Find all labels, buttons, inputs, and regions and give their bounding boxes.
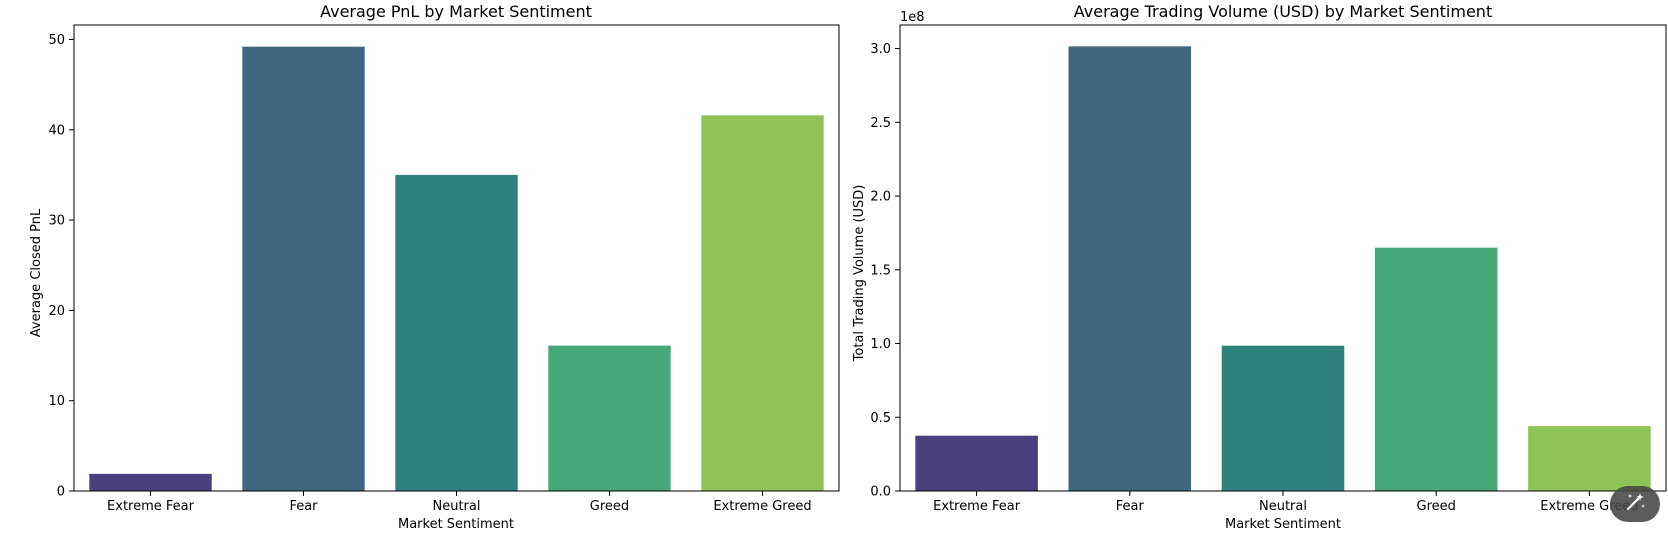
bar-fear: [242, 46, 365, 492]
x-tick-label: Fear: [289, 499, 318, 514]
bars: [915, 46, 1651, 492]
y-tick-label: 1.0: [870, 337, 891, 352]
bar-extreme-greed: [701, 115, 824, 492]
y-tick-label: 2.0: [870, 190, 891, 205]
bar-extreme-fear: [89, 473, 212, 491]
chart-title: Average Trading Volume (USD) by Market S…: [1074, 2, 1492, 21]
x-tick-label: Greed: [590, 499, 629, 514]
bars: [89, 46, 824, 492]
magic-wand-button[interactable]: [1610, 486, 1660, 522]
y-ticks: 0 10 20 30 40 50: [48, 33, 74, 500]
x-axis-label: Market Sentiment: [1225, 517, 1341, 532]
x-ticks: Extreme Fear Fear Neutral Greed Extreme Gree…: [933, 491, 1639, 514]
magic-wand-icon: [1624, 491, 1646, 517]
bar-greed: [548, 345, 671, 491]
y-tick-label: 0: [57, 485, 65, 500]
bar-neutral: [1221, 345, 1345, 491]
x-ticks: Extreme Fear Fear Neutral Greed Extreme Gree…: [107, 491, 812, 514]
x-tick-label: Extreme Fear: [933, 499, 1021, 514]
bar-greed: [1374, 247, 1498, 491]
y-tick-label: 30: [48, 214, 65, 229]
y-axis-label: Total Trading Volume (USD): [852, 185, 867, 363]
y-tick-label: 0.0: [870, 485, 891, 500]
chart-title: Average PnL by Market Sentiment: [320, 2, 592, 21]
axis-offset-label: 1e8: [900, 10, 925, 25]
bar-extreme-fear: [915, 435, 1038, 491]
y-axis-label: Average Closed PnL: [29, 208, 44, 337]
y-ticks: 0.0 0.5 1.0 1.5 2.0 2.5 3.0: [870, 42, 900, 500]
chart-volume: Average Trading Volume (USD) by Market S…: [852, 2, 1667, 532]
y-tick-label: 20: [48, 304, 65, 319]
x-tick-label: Extreme Fear: [107, 499, 195, 514]
x-axis-label: Market Sentiment: [398, 517, 514, 532]
x-tick-label: Extreme Greed: [713, 499, 811, 514]
x-tick-label: Neutral: [1259, 499, 1307, 514]
y-tick-label: 10: [48, 394, 65, 409]
plot-frame: [899, 24, 1667, 492]
x-tick-label: Neutral: [433, 499, 481, 514]
bar-fear: [1068, 46, 1192, 492]
plot-frame: [73, 24, 840, 492]
y-tick-label: 2.5: [870, 116, 891, 131]
bar-neutral: [395, 174, 518, 491]
chart-pnl: Average PnL by Market Sentiment Average …: [29, 2, 840, 532]
y-tick-label: 3.0: [870, 42, 891, 57]
bar-extreme-greed: [1528, 426, 1651, 491]
y-tick-label: 40: [48, 123, 65, 138]
y-tick-label: 0.5: [870, 411, 891, 426]
x-tick-label: Fear: [1116, 499, 1145, 514]
x-tick-label: Greed: [1417, 499, 1456, 514]
y-tick-label: 1.5: [870, 263, 891, 278]
y-tick-label: 50: [48, 33, 65, 48]
